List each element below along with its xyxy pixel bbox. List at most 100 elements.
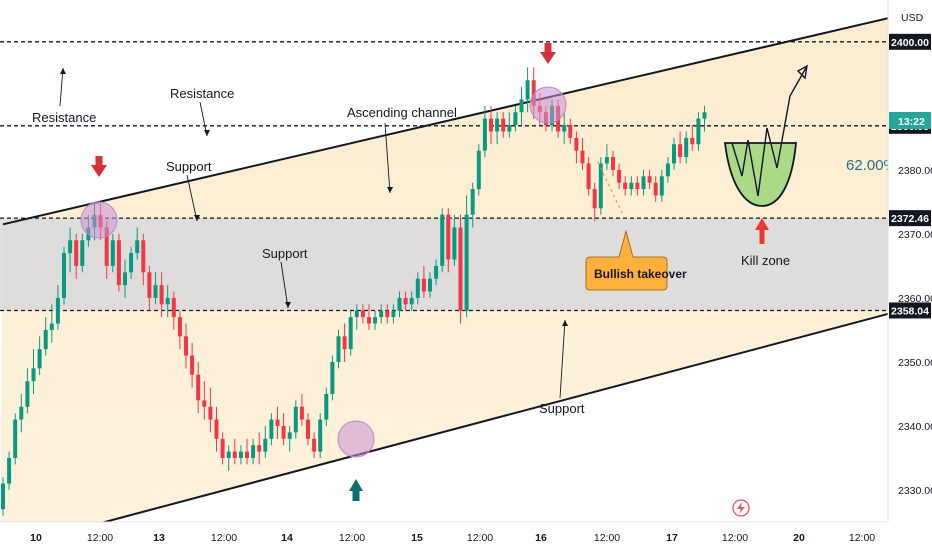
candle <box>501 112 506 138</box>
level-tag-label: 2372.46 <box>891 213 929 225</box>
label-support-bottom: Support <box>539 401 585 416</box>
candle <box>257 432 262 465</box>
lightning-icon[interactable] <box>732 499 750 517</box>
candle <box>348 310 353 356</box>
candle <box>385 304 390 324</box>
candles <box>1 67 707 516</box>
time-tick-label: 12:00 <box>722 532 748 544</box>
candle <box>299 393 304 426</box>
pointer-resistance-left <box>59 67 64 107</box>
candle <box>470 182 475 228</box>
candle <box>202 381 207 420</box>
time-ticks: 10 12:00 13 12:00 14 12:00 15 12:00 16 12:00 17 12:… <box>30 532 875 544</box>
candle <box>678 131 683 164</box>
time-tag: 13:22 <box>889 112 931 129</box>
candle <box>665 157 670 183</box>
candle <box>604 144 609 170</box>
candle <box>617 163 622 190</box>
time-tick-label: 12:00 <box>87 532 113 544</box>
candle <box>659 169 664 202</box>
time-tick-label: 14 <box>281 532 293 544</box>
time-tick-label: 17 <box>666 532 678 544</box>
candle <box>574 131 579 164</box>
candle <box>25 368 30 414</box>
bottom-circle <box>337 420 375 458</box>
projection-arrow-icon <box>796 64 808 80</box>
candle <box>495 112 500 145</box>
price-tick-label: 2350.00 <box>898 357 932 369</box>
drawings <box>59 43 808 501</box>
candle <box>80 233 85 273</box>
projection-path <box>731 65 808 197</box>
bullish-takeover-callout[interactable] <box>585 229 668 291</box>
candle <box>592 182 597 222</box>
candle <box>397 291 402 318</box>
candle <box>214 406 219 452</box>
time-tick-label: 10 <box>30 532 42 544</box>
pointer-head <box>194 215 200 221</box>
channel-upper-line[interactable] <box>2 8 925 226</box>
candle <box>184 323 188 369</box>
candle <box>19 393 24 433</box>
time-tick-label: 16 <box>535 532 547 544</box>
candle <box>440 208 445 273</box>
candle <box>159 272 164 318</box>
candle <box>354 304 359 330</box>
candle <box>31 349 36 394</box>
pointer-head <box>387 187 393 193</box>
candle <box>1 477 5 516</box>
time-tick-label: 12:00 <box>594 532 620 544</box>
current-time-label: 13:22 <box>898 116 925 128</box>
time-tick-label: 15 <box>411 532 423 544</box>
candle <box>702 105 707 132</box>
label-resistance-mid: Resistance <box>170 86 234 101</box>
time-axis-panel[interactable] <box>0 522 932 550</box>
time-tick-label: 12:00 <box>339 532 365 544</box>
time-tick-label: 12:00 <box>467 532 493 544</box>
label-support-mid: Support <box>262 246 308 261</box>
candle <box>251 438 256 465</box>
time-tick-label: 20 <box>793 532 805 544</box>
candle <box>318 413 323 458</box>
candle <box>672 137 676 170</box>
candle <box>629 176 634 196</box>
price-axis-panel[interactable] <box>888 0 932 550</box>
candle <box>226 445 231 471</box>
candle <box>62 246 66 305</box>
candle <box>611 150 615 177</box>
candle <box>141 233 146 286</box>
pointer-head <box>204 130 210 136</box>
candle <box>245 438 249 465</box>
top-circle-left <box>80 201 118 239</box>
candle <box>312 432 317 458</box>
candle <box>110 233 115 273</box>
candle <box>123 259 127 298</box>
candle <box>220 432 225 465</box>
candle <box>269 413 274 446</box>
candle <box>446 208 451 273</box>
candle <box>116 233 121 292</box>
candle <box>275 406 280 439</box>
price-ticks: 2330.00 2340.00 2350.00 2360.00 2370.00 2380.… <box>898 165 932 497</box>
candle <box>238 445 243 465</box>
top-circle-right <box>529 86 567 124</box>
channel-lower-line[interactable] <box>39 303 925 541</box>
price-tick-label: 2340.00 <box>898 421 932 433</box>
candle <box>43 317 48 356</box>
candle <box>568 118 573 145</box>
candle <box>330 355 335 401</box>
currency-label: USD <box>901 12 924 24</box>
time-tick-label: 13 <box>153 532 165 544</box>
candle <box>74 233 79 279</box>
price-tick-label: 2360.00 <box>898 293 932 305</box>
pointer-support-top <box>186 174 198 222</box>
candle <box>336 329 341 369</box>
pointer-head <box>285 302 291 308</box>
level-tag: 2358.04 <box>889 302 931 319</box>
candle <box>513 105 518 132</box>
time-tick-label: 12:00 <box>849 532 875 544</box>
candle <box>428 272 432 298</box>
candle <box>434 259 439 286</box>
candle <box>635 176 640 196</box>
